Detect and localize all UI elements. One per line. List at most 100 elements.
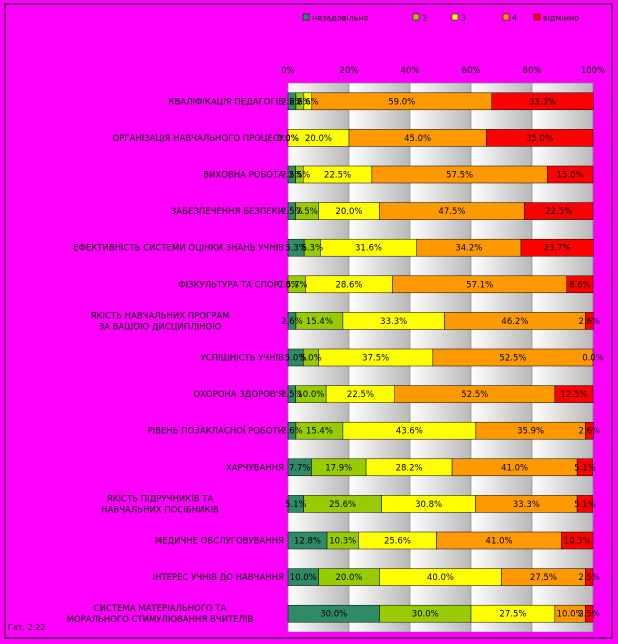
data-label: 20.0% xyxy=(335,573,362,583)
category-label: УСПІШНІСТЬ УЧНІВ xyxy=(201,354,285,364)
data-label: 0.0% xyxy=(582,354,604,364)
data-label: 15.4% xyxy=(306,427,333,437)
data-label: 46.2% xyxy=(501,317,528,327)
x-tick-label: 60% xyxy=(462,66,481,76)
legend-label: 3 xyxy=(461,14,466,23)
bar-segment xyxy=(566,275,594,294)
x-tick-label: 20% xyxy=(340,66,359,76)
bar-segment xyxy=(585,604,594,623)
legend-label: 2 xyxy=(422,14,427,23)
data-label: 8.6% xyxy=(569,280,591,290)
data-label: 2.6% xyxy=(281,97,303,107)
data-label: 41.0% xyxy=(501,463,528,473)
bar-segment xyxy=(547,165,594,184)
data-label: 25.6% xyxy=(329,500,356,510)
data-label: 22.5% xyxy=(324,171,351,181)
data-label: 10.3% xyxy=(564,537,591,547)
legend-swatch xyxy=(412,13,420,21)
legend-swatch xyxy=(302,13,310,21)
data-label: 2.6% xyxy=(281,317,303,327)
category-label: РІВЕНЬ ПОЗАКЛАСНОЇ РОБОТИ xyxy=(148,426,284,437)
bar-segment xyxy=(585,568,594,586)
data-label: 20.0% xyxy=(335,207,362,217)
data-label: 30.0% xyxy=(412,610,439,620)
data-label: 28.6% xyxy=(335,280,362,290)
data-label: 31.6% xyxy=(355,244,382,254)
bar-segment xyxy=(585,421,594,440)
data-label: 0.0% xyxy=(277,280,299,290)
data-label: 2.5% xyxy=(281,390,303,400)
data-label: 22.5% xyxy=(347,390,374,400)
data-label: 33.3% xyxy=(529,97,556,107)
data-label: 27.5% xyxy=(530,573,557,583)
category-label: ФІЗКУЛЬТУРА ТА СПОРТ xyxy=(178,280,285,290)
data-label: 5.1% xyxy=(574,463,596,473)
data-label: 59.0% xyxy=(388,97,415,107)
chart-frame xyxy=(4,3,613,639)
data-label: 2.6% xyxy=(579,427,601,437)
data-label: 17.9% xyxy=(325,463,352,473)
data-label: 22.5% xyxy=(545,207,572,217)
data-label: 15.4% xyxy=(306,317,333,327)
data-label: 23.7% xyxy=(544,244,571,254)
data-label: 37.5% xyxy=(362,354,389,364)
data-label: 7.7% xyxy=(289,463,311,473)
data-label: 35.0% xyxy=(526,134,553,144)
legend: незадовільно 2 3 4 відмінно xyxy=(302,13,579,23)
x-tick-label: 40% xyxy=(401,66,420,76)
data-label: 40.0% xyxy=(427,573,454,583)
bar-segment xyxy=(520,238,594,257)
data-label: 33.3% xyxy=(380,317,407,327)
data-label: 5.3% xyxy=(285,244,307,254)
data-label: 0.0% xyxy=(277,134,299,144)
category-labels: КВАЛІФІКАЦІЯ ПЕДАГОГІВ ОРГАНІЗАЦІЯ НАВЧАЛ… xyxy=(67,97,285,625)
data-label: 57.1% xyxy=(466,280,493,290)
bar-segment xyxy=(491,92,594,111)
category-label: ВИХОВНА РОБОТА xyxy=(203,171,284,181)
category-label: МЕДИЧНЕ ОБСЛУГОВУВАННЯ xyxy=(155,537,284,547)
data-label: 7.5% xyxy=(296,207,318,217)
data-label: 45.0% xyxy=(404,134,431,144)
category-label: СИСТЕМА МАТЕРІАЛЬНОГО ТА МОРАЛЬНОГО СТИМУ… xyxy=(67,604,254,625)
data-label: 33.3% xyxy=(513,500,540,510)
data-label: 30.8% xyxy=(415,500,442,510)
bar-segment xyxy=(561,531,594,550)
bars xyxy=(287,92,594,623)
x-tick-label: 0% xyxy=(281,66,295,76)
data-label: 27.5% xyxy=(499,610,526,620)
category-label: КВАЛІФІКАЦІЯ ПЕДАГОГІВ xyxy=(168,97,284,107)
legend-swatch xyxy=(533,13,541,21)
category-label: ОХОРОНА ЗДОРОВ'Я xyxy=(193,390,284,400)
legend-label: 4 xyxy=(512,14,517,23)
category-label: ІНТЕРЕС УЧНІВ ДО НАВЧАННЯ xyxy=(153,573,285,583)
data-label: 52.5% xyxy=(499,354,526,364)
bar-segment xyxy=(554,385,594,403)
legend-label: відмінно xyxy=(543,14,579,23)
data-label: 5.0% xyxy=(285,354,307,364)
category-label: ЯКІСТЬ ПІДРУЧНИКІВ ТА НАВЧАЛЬНИХ ПОСІБНИК… xyxy=(101,494,219,515)
x-tick-label: 100% xyxy=(581,66,605,76)
data-labels: 2.6%2.6%2.6% 59.0% 33.3%0.0%0.0% 20.0% 45.0%… xyxy=(277,97,604,619)
data-label: 15.0% xyxy=(557,171,584,181)
category-label: ЗАБЕЗПЕЧЕННЯ БЕЗПЕКИ xyxy=(171,207,284,217)
chart-footer: Гат. 2.22 xyxy=(8,623,45,632)
data-label: 2.6% xyxy=(289,97,311,107)
category-label: ЕФЕКТИВНІСТЬ СИСТЕМИ ОЦІНКИ ЗНАНЬ УЧНІВ xyxy=(73,244,284,254)
data-label: 41.0% xyxy=(486,537,513,547)
data-label: 25.6% xyxy=(384,537,411,547)
data-label: 2.6% xyxy=(297,97,319,107)
legend-swatch xyxy=(502,13,510,21)
data-label: 47.5% xyxy=(438,207,465,217)
data-label: 2.5% xyxy=(281,207,303,217)
x-axis-ticks: 0% 20% 40% 60% 80% 100% xyxy=(281,66,605,76)
bar-segment xyxy=(576,458,593,477)
data-label: 10.0% xyxy=(297,390,324,400)
legend-label: незадовільно xyxy=(312,14,369,23)
data-label: 5.3% xyxy=(301,244,323,254)
data-label: 5.1% xyxy=(574,500,596,510)
data-label: 30.0% xyxy=(320,610,347,620)
category-label: ОРГАНІЗАЦІЯ НАВЧАЛЬНОГО ПРОЦЕСУ xyxy=(112,134,284,144)
data-label: 2.5% xyxy=(578,573,600,583)
data-label: 0.0% xyxy=(277,134,299,144)
data-label: 34.2% xyxy=(455,244,482,254)
